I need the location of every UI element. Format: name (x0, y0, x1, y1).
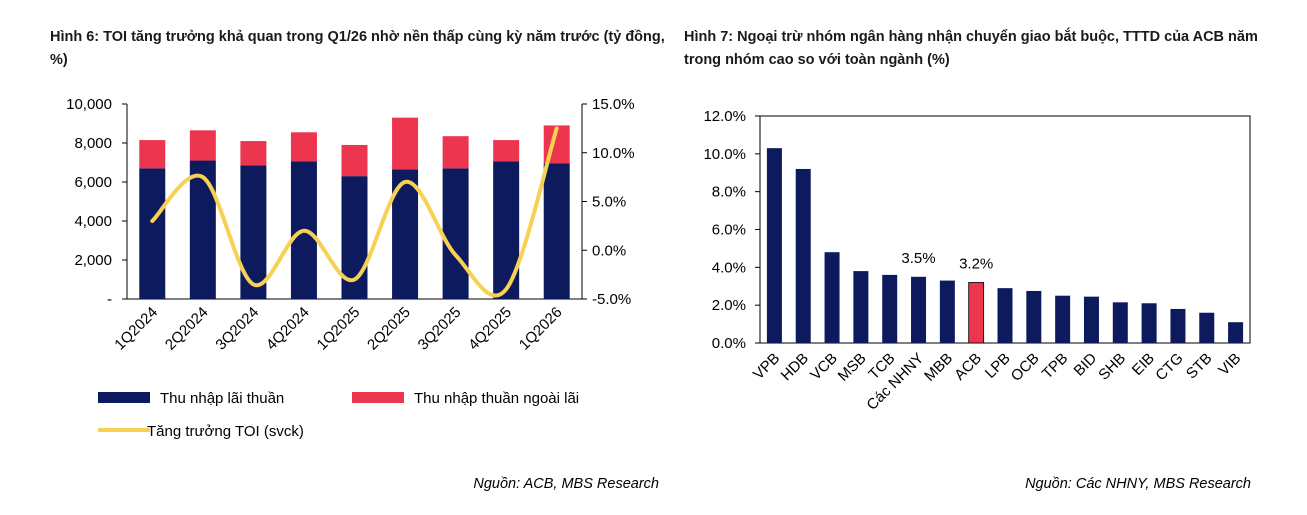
legend-label-non-interest-income: Thu nhập thuần ngoài lãi (414, 390, 579, 407)
legend-swatch-net-interest-income (98, 392, 150, 403)
bar-acb-highlight (968, 282, 985, 344)
bar-bank (853, 271, 869, 343)
x-tick-label: VPB (750, 350, 783, 383)
bar-non-interest-income (290, 132, 317, 162)
x-tick-label: 4Q2024 (263, 304, 313, 354)
left-y-tick-label: 2,000 (74, 252, 112, 269)
bar-net-interest-income (189, 160, 216, 299)
x-tick-label: ACB (951, 350, 985, 384)
x-tick-label: VCB (807, 350, 841, 384)
x-tick-label: OCB (1008, 350, 1043, 385)
bar-net-interest-income (240, 165, 267, 299)
left-y-tick-label: - (107, 291, 112, 308)
x-tick-label: HDB (778, 350, 812, 384)
bar-non-interest-income (189, 130, 216, 161)
bar-bank (1170, 308, 1186, 343)
bar-non-interest-income (240, 141, 267, 166)
left-y-tick-label: 10,000 (66, 96, 112, 113)
bar-bank (1141, 303, 1157, 343)
legend-swatch-non-interest-income (352, 392, 404, 403)
bar-bank (911, 276, 927, 343)
right-y-tick-label: 0.0% (592, 242, 626, 259)
x-tick-label: LPB (982, 350, 1014, 382)
bar-bank (882, 274, 898, 343)
x-tick-label: VIB (1215, 350, 1244, 379)
x-tick-label: 3Q2024 (212, 304, 262, 354)
left-y-tick-label: 8,000 (74, 135, 112, 152)
x-tick-label: 4Q2025 (465, 304, 515, 354)
bar-bank (1055, 295, 1071, 343)
bar-bank (824, 252, 840, 343)
left-y-tick-label: 6,000 (74, 174, 112, 191)
left-chart-title: Hình 6: TOI tăng trưởng khả quan trong Q… (50, 29, 665, 68)
x-tick-label: BID (1071, 350, 1101, 380)
bar-non-interest-income (341, 144, 368, 177)
y-tick-label: 2.0% (712, 297, 746, 314)
x-tick-label: 3Q2025 (415, 304, 465, 354)
x-tick-label: 1Q2025 (314, 304, 364, 354)
bar-net-interest-income (543, 163, 570, 299)
legend-label-toi-growth: Tăng trưởng TOI (svck) (147, 423, 304, 440)
bar-bank (766, 148, 782, 343)
x-tick-label: 1Q2024 (111, 304, 161, 354)
bar-bank (1199, 312, 1215, 343)
y-tick-label: 10.0% (703, 146, 746, 163)
right-y-tick-label: -5.0% (592, 291, 631, 308)
x-tick-label: 1Q2026 (516, 304, 566, 354)
x-tick-label: 2Q2025 (364, 304, 414, 354)
y-tick-label: 0.0% (712, 335, 746, 352)
right-y-tick-label: 5.0% (592, 194, 626, 211)
bar-net-interest-income (139, 168, 166, 299)
x-tick-label: CTG (1152, 350, 1186, 384)
bar-bank (1026, 290, 1042, 343)
bar-bank (939, 280, 955, 343)
x-tick-label: MBB (921, 350, 956, 385)
bar-bank (1228, 322, 1244, 343)
bar-bank (795, 168, 811, 343)
bar-bank (997, 288, 1013, 343)
y-tick-label: 8.0% (712, 184, 746, 201)
bar-bank (1083, 296, 1099, 343)
x-tick-label: 2Q2024 (162, 304, 212, 354)
bar-net-interest-income (493, 161, 520, 299)
data-label: 3.5% (901, 250, 935, 267)
x-tick-label: STB (1183, 350, 1216, 383)
right-chart-title: Hình 7: Ngoại trừ nhóm ngân hàng nhận ch… (684, 29, 1258, 68)
x-tick-label: SHB (1095, 350, 1129, 384)
data-label: 3.2% (959, 255, 993, 272)
bar-non-interest-income (392, 117, 419, 170)
right-y-tick-label: 10.0% (592, 145, 635, 162)
y-tick-label: 4.0% (712, 259, 746, 276)
toi-growth-line (150, 126, 559, 298)
right-chart-source: Nguồn: Các NHNY, MBS Research (1025, 476, 1251, 492)
left-y-tick-label: 4,000 (74, 213, 112, 230)
left-chart-source: Nguồn: ACB, MBS Research (473, 476, 659, 492)
y-tick-label: 12.0% (703, 108, 746, 125)
bar-bank (1112, 302, 1128, 343)
bar-non-interest-income (442, 136, 469, 169)
y-tick-label: 6.0% (712, 222, 746, 239)
bar-net-interest-income (442, 168, 469, 299)
legend-label-net-interest-income: Thu nhập lãi thuần (160, 390, 284, 407)
bar-non-interest-income (139, 140, 166, 169)
x-tick-label: TPB (1039, 350, 1072, 383)
right-y-tick-label: 15.0% (592, 96, 635, 113)
x-tick-label: MSB (835, 350, 870, 385)
bar-non-interest-income (493, 140, 520, 162)
